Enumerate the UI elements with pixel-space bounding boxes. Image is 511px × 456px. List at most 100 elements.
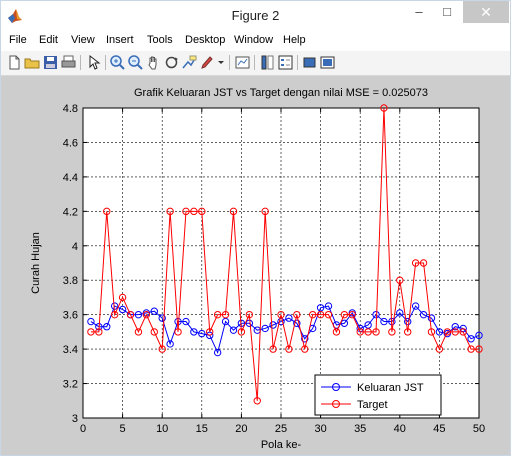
data-point-target[interactable] <box>158 345 166 353</box>
data-point-target[interactable] <box>285 345 293 353</box>
data-point-target[interactable] <box>87 328 95 336</box>
data-point-target[interactable] <box>364 328 372 336</box>
menu-desktop[interactable]: Desktop <box>185 34 226 46</box>
data-point-keluaran-jst[interactable] <box>103 323 111 331</box>
data-point-target[interactable] <box>451 328 459 336</box>
data-point-keluaran-jst[interactable] <box>261 324 269 333</box>
menu-file[interactable]: File <box>9 34 27 46</box>
data-point-keluaran-jst[interactable] <box>293 319 301 327</box>
minimize-button[interactable]: – <box>415 4 423 19</box>
edit-plot-arrow-icon[interactable] <box>85 54 102 71</box>
data-point-target[interactable] <box>475 345 483 353</box>
data-point-keluaran-jst[interactable] <box>451 323 459 331</box>
data-point-target[interactable] <box>404 328 412 336</box>
print-icon[interactable] <box>60 54 77 71</box>
data-point-target[interactable] <box>221 310 230 319</box>
data-point-target[interactable] <box>356 328 364 336</box>
data-point-target[interactable] <box>340 310 349 319</box>
plot-area[interactable]: Grafik Keluaran JST vs Target dengan nil… <box>1 76 510 455</box>
menu-window[interactable]: Window <box>234 34 274 46</box>
menu-tools[interactable]: Tools <box>147 34 173 46</box>
data-point-keluaran-jst[interactable] <box>301 335 309 343</box>
data-point-keluaran-jst[interactable] <box>380 317 388 326</box>
data-point-keluaran-jst[interactable] <box>467 335 475 343</box>
data-point-target[interactable] <box>293 310 301 319</box>
close-button[interactable]: ✕ <box>463 1 509 23</box>
data-point-target[interactable] <box>411 259 420 267</box>
open-file-icon[interactable] <box>24 54 41 71</box>
data-point-target[interactable] <box>150 328 158 336</box>
data-point-target[interactable] <box>419 259 428 267</box>
data-point-keluaran-jst[interactable] <box>198 329 206 338</box>
data-point-target[interactable] <box>277 310 285 319</box>
data-point-keluaran-jst[interactable] <box>150 307 158 315</box>
data-point-target[interactable] <box>166 207 174 216</box>
zoom-out-icon[interactable] <box>127 54 144 71</box>
data-point-target[interactable] <box>198 207 206 216</box>
zoom-in-icon[interactable] <box>109 54 126 71</box>
data-point-keluaran-jst[interactable] <box>182 317 190 326</box>
data-point-target[interactable] <box>174 328 182 336</box>
data-point-keluaran-jst[interactable] <box>396 309 404 317</box>
data-point-target[interactable] <box>332 328 341 336</box>
data-point-target[interactable] <box>237 328 246 336</box>
data-point-keluaran-jst[interactable] <box>475 331 483 340</box>
data-point-target[interactable] <box>213 310 222 319</box>
title-bar[interactable]: Figure 2 – □ ✕ <box>1 1 510 31</box>
data-point-target[interactable] <box>269 345 277 353</box>
data-point-keluaran-jst[interactable] <box>427 314 436 322</box>
rotate-3d-icon[interactable] <box>163 54 180 71</box>
data-point-keluaran-jst[interactable] <box>435 328 444 336</box>
data-point-target[interactable] <box>388 328 396 336</box>
new-figure-icon[interactable] <box>6 54 23 71</box>
data-point-keluaran-jst[interactable] <box>134 310 143 319</box>
pan-hand-icon[interactable] <box>145 54 162 71</box>
data-point-target[interactable] <box>348 310 356 319</box>
data-point-keluaran-jst[interactable] <box>87 317 95 326</box>
data-point-keluaran-jst[interactable] <box>404 317 412 326</box>
data-point-target[interactable] <box>308 310 317 319</box>
data-point-target[interactable] <box>443 328 452 336</box>
data-point-target[interactable] <box>134 328 143 336</box>
data-point-target[interactable] <box>229 207 238 216</box>
data-point-target[interactable] <box>427 328 436 336</box>
data-point-keluaran-jst[interactable] <box>324 302 333 310</box>
menu-insert[interactable]: Insert <box>106 34 134 46</box>
data-point-keluaran-jst[interactable] <box>158 314 166 322</box>
data-point-keluaran-jst[interactable] <box>419 310 428 319</box>
data-point-target[interactable] <box>118 293 127 302</box>
data-point-keluaran-jst[interactable] <box>213 348 222 357</box>
data-point-target[interactable] <box>380 104 388 112</box>
data-point-keluaran-jst[interactable] <box>269 321 277 329</box>
data-point-target[interactable] <box>182 207 190 216</box>
data-point-keluaran-jst[interactable] <box>118 305 127 314</box>
menu-help[interactable]: Help <box>283 34 306 46</box>
data-point-keluaran-jst[interactable] <box>411 302 420 310</box>
data-point-target[interactable] <box>245 310 254 319</box>
colorbar-icon[interactable] <box>259 54 276 71</box>
data-point-keluaran-jst[interactable] <box>190 328 198 336</box>
hide-plot-tools-icon[interactable] <box>301 54 318 71</box>
link-plot-icon[interactable] <box>234 54 251 71</box>
menu-view[interactable]: View <box>71 34 95 46</box>
legend-icon[interactable] <box>277 54 294 71</box>
legend[interactable]: Keluaran JST Target <box>314 374 442 416</box>
data-point-target[interactable] <box>435 345 444 353</box>
menu-edit[interactable]: Edit <box>39 34 58 46</box>
data-point-target[interactable] <box>126 310 135 319</box>
save-icon[interactable] <box>42 54 59 71</box>
data-point-target[interactable] <box>301 345 309 353</box>
data-point-target[interactable] <box>316 310 325 319</box>
data-point-keluaran-jst[interactable] <box>229 326 238 334</box>
data-point-target[interactable] <box>324 310 333 319</box>
data-point-target[interactable] <box>396 276 404 284</box>
data-point-target[interactable] <box>103 207 111 216</box>
data-point-keluaran-jst[interactable] <box>340 319 349 327</box>
data-point-target[interactable] <box>459 328 467 336</box>
data-point-target[interactable] <box>95 328 103 336</box>
data-cursor-icon[interactable] <box>181 54 198 71</box>
data-point-target[interactable] <box>261 207 269 216</box>
maximize-button[interactable]: □ <box>443 4 451 19</box>
data-point-target[interactable] <box>190 207 198 216</box>
data-point-target[interactable] <box>110 310 119 319</box>
